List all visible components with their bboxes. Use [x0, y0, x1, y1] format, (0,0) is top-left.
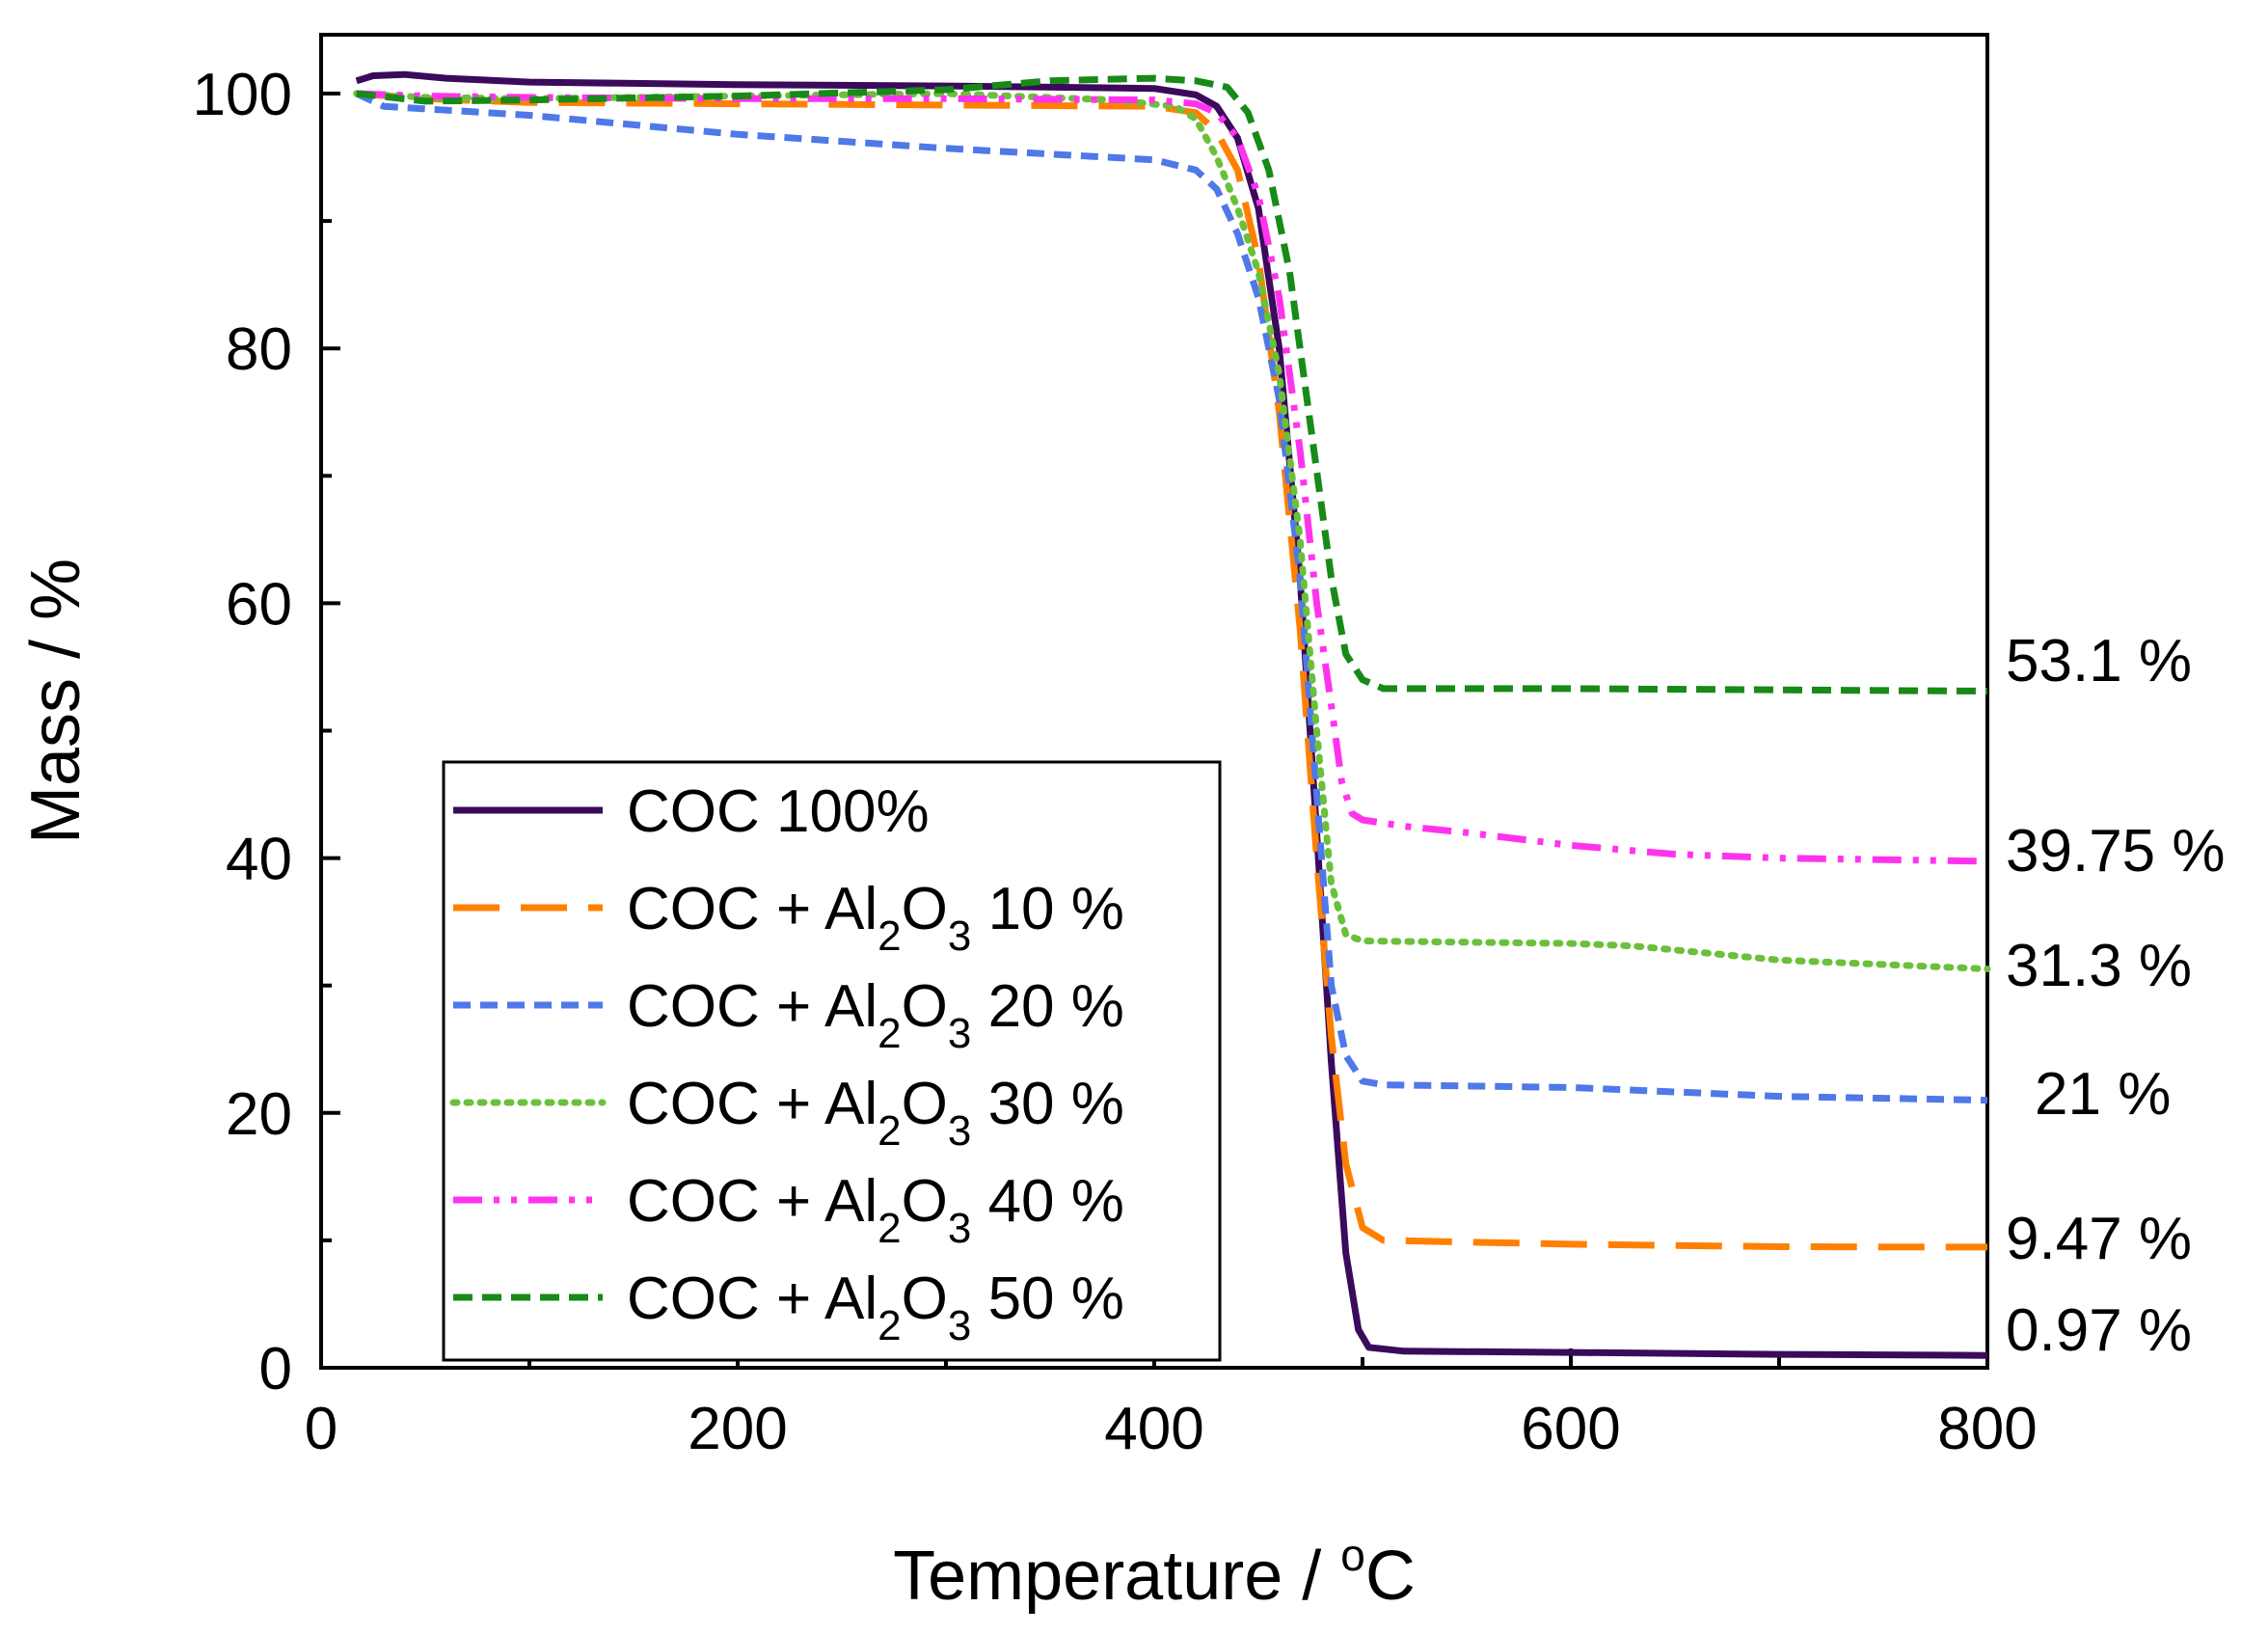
- legend-label-5: COC + Al2O3 50 %: [627, 1266, 1124, 1349]
- legend-text-sub1: 2: [878, 912, 901, 960]
- x-tick-label: 200: [688, 1396, 787, 1462]
- y-tick-label: 100: [193, 62, 292, 128]
- x-axis-title-unit: C: [1365, 1538, 1416, 1615]
- legend-text-suffix: 40 %: [971, 1168, 1124, 1235]
- legend-label-4: COC + Al2O3 40 %: [627, 1168, 1124, 1252]
- x-tick-label: 0: [305, 1396, 338, 1462]
- legend-text-prefix: COC + Al: [627, 973, 878, 1040]
- legend-text-sub2: 3: [948, 1205, 971, 1252]
- legend-label-0: COC 100%: [627, 778, 930, 845]
- legend-text-suffix: 20 %: [971, 973, 1124, 1040]
- series-layer: 0.97 % 9.47 % 21 % 31.3 % 39.75 % 53.1 %: [353, 70, 2226, 1364]
- x-axis-title-degree: o: [1340, 1530, 1365, 1580]
- legend-text-suffix: 30 %: [971, 1071, 1124, 1137]
- x-tick-label: 400: [1104, 1396, 1203, 1462]
- x-tick-label: 600: [1521, 1396, 1620, 1462]
- legend-text-suffix: 10 %: [971, 876, 1124, 942]
- legend-text-sub1: 2: [878, 1205, 901, 1252]
- end-label-1: 9.47 %: [2006, 1206, 2192, 1272]
- legend-text-suffix: 50 %: [971, 1266, 1124, 1332]
- legend-text-mid: O: [902, 876, 948, 942]
- legend-text-sub2: 3: [948, 1010, 971, 1057]
- legend-text-mid: O: [902, 1266, 948, 1332]
- legend-text-sub2: 3: [948, 1107, 971, 1155]
- legend-text-sub1: 2: [878, 1107, 901, 1155]
- legend: COC 100%COC + Al2O3 10 %COC + Al2O3 20 %…: [449, 778, 1124, 1349]
- end-label-3: 31.3 %: [2006, 933, 2192, 999]
- legend-text-mid: O: [902, 973, 948, 1040]
- y-tick-label: 80: [226, 316, 292, 383]
- legend-label-2: COC + Al2O3 20 %: [627, 973, 1124, 1057]
- legend-text-mid: O: [902, 1071, 948, 1137]
- x-tick-label: 800: [1937, 1396, 2037, 1462]
- legend-text-mid: O: [902, 1168, 948, 1235]
- legend-text-sub2: 3: [948, 912, 971, 960]
- legend-text-prefix: COC 100%: [627, 778, 930, 845]
- series-line-4: [356, 90, 1988, 865]
- legend-text-sub1: 2: [878, 1302, 901, 1349]
- end-label-5: 53.1 %: [2006, 628, 2192, 694]
- legend-label-1: COC + Al2O3 10 %: [627, 876, 1124, 960]
- y-tick-label: 40: [226, 827, 292, 893]
- end-label-2: 21 %: [2035, 1061, 2171, 1128]
- y-tick-label: 60: [226, 571, 292, 638]
- legend-box: [442, 760, 1222, 1362]
- series-line-5: [356, 74, 1988, 694]
- legend-text-prefix: COC + Al: [627, 876, 878, 942]
- legend-text-prefix: COC + Al: [627, 1071, 878, 1137]
- series-line-2: [355, 90, 1988, 1104]
- legend-text-sub2: 3: [948, 1302, 971, 1349]
- y-axis-title: Mass / %: [17, 558, 94, 844]
- legend-label-3: COC + Al2O3 30 %: [627, 1071, 1124, 1155]
- legend-text-prefix: COC + Al: [627, 1266, 878, 1332]
- legend-text-sub1: 2: [878, 1010, 901, 1057]
- end-label-0: 0.97 %: [2006, 1297, 2192, 1364]
- x-axis-title-text: Temperature /: [893, 1538, 1340, 1615]
- y-tick-label: 0: [259, 1336, 292, 1403]
- end-label-4: 39.75 %: [2006, 818, 2226, 885]
- axis-ticks: 0 200 400 600 800 0 20 40 60 80 100: [193, 62, 2038, 1462]
- legend-text-prefix: COC + Al: [627, 1168, 878, 1235]
- y-tick-label: 20: [226, 1081, 292, 1148]
- series-line-0: [355, 70, 1988, 1359]
- x-axis-title: Temperature / oC: [893, 1530, 1416, 1615]
